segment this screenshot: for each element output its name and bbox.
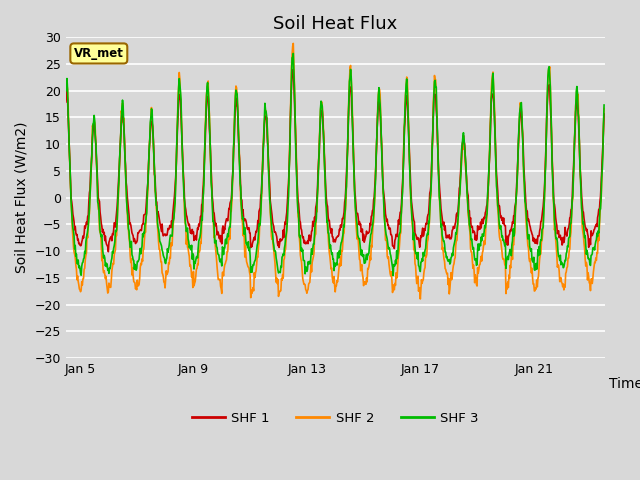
SHF 1: [314, 185, 321, 191]
SHF 3: [177, 88, 184, 94]
Text: VR_met: VR_met: [74, 47, 124, 60]
SHF 3: [389, 273, 397, 278]
SHF 2: [250, 270, 258, 276]
SHF 2: [600, 106, 608, 111]
X-axis label: Time: Time: [609, 377, 640, 391]
Line: SHF 2: SHF 2: [66, 43, 604, 299]
SHF 2: [62, 82, 70, 87]
SHF 2: [381, 219, 388, 225]
SHF 3: [403, 82, 410, 87]
SHF 1: [381, 211, 389, 216]
Line: SHF 3: SHF 3: [66, 53, 604, 276]
SHF 1: [251, 237, 259, 243]
SHF 2: [313, 209, 321, 215]
SHF 1: [177, 112, 185, 118]
SHF 2: [417, 296, 424, 302]
SHF 1: [289, 67, 297, 72]
SHF 3: [289, 50, 297, 56]
SHF 1: [600, 111, 608, 117]
SHF 3: [250, 259, 258, 265]
SHF 3: [600, 102, 608, 108]
Line: SHF 1: SHF 1: [66, 70, 604, 252]
SHF 1: [403, 93, 410, 98]
Title: Soil Heat Flux: Soil Heat Flux: [273, 15, 397, 33]
SHF 3: [381, 222, 388, 228]
SHF 2: [289, 40, 297, 46]
SHF 3: [313, 201, 321, 207]
SHF 3: [512, 197, 520, 203]
Y-axis label: Soil Heat Flux (W/m2): Soil Heat Flux (W/m2): [15, 122, 29, 274]
SHF 1: [512, 198, 520, 204]
SHF 2: [177, 95, 184, 100]
SHF 3: [62, 88, 70, 94]
SHF 2: [402, 91, 410, 97]
SHF 2: [512, 196, 520, 202]
SHF 1: [104, 249, 112, 254]
Legend: SHF 1, SHF 2, SHF 3: SHF 1, SHF 2, SHF 3: [186, 406, 484, 430]
SHF 1: [62, 99, 70, 105]
